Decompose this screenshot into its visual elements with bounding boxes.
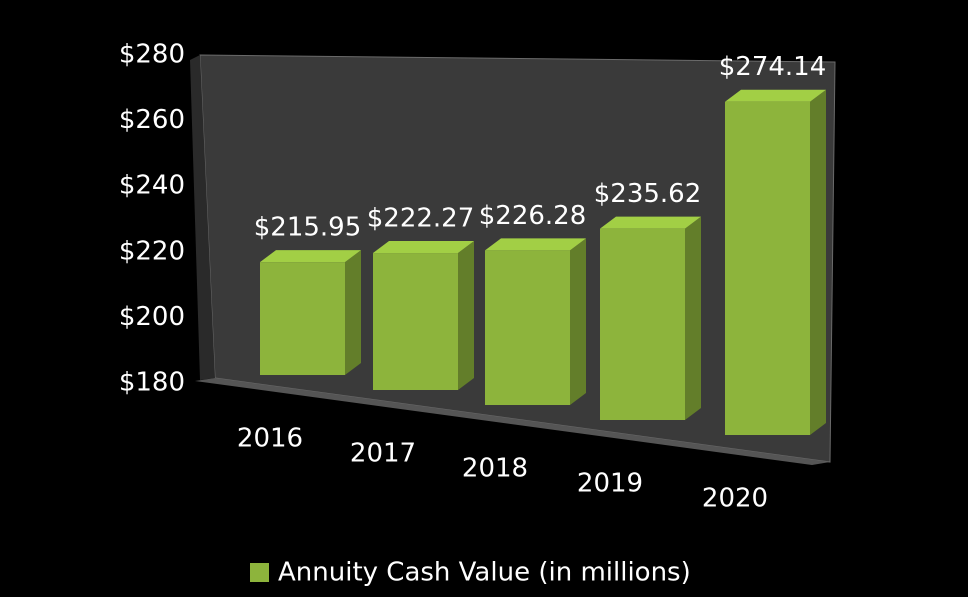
value-label: $226.28 xyxy=(479,201,587,231)
bar xyxy=(600,216,701,420)
bar-top xyxy=(373,241,474,254)
bar xyxy=(485,238,586,405)
y-tick-label: $200 xyxy=(119,302,185,332)
y-tick-label: $220 xyxy=(119,236,185,266)
y-tick-label: $280 xyxy=(119,40,185,70)
bar-side xyxy=(458,241,474,390)
bar-side xyxy=(810,89,826,436)
legend-label: Annuity Cash Value (in millions) xyxy=(278,558,691,588)
bar-top xyxy=(600,216,701,229)
value-label: $222.27 xyxy=(367,204,475,234)
y-tick-label: $180 xyxy=(119,368,185,398)
bar-side xyxy=(345,250,361,375)
bar-top xyxy=(260,250,361,263)
bar xyxy=(260,250,361,375)
bar-front xyxy=(373,253,458,390)
bar-front xyxy=(725,101,810,436)
value-label: $274.14 xyxy=(719,52,827,82)
x-tick-label: 2020 xyxy=(702,484,768,514)
x-tick-label: 2017 xyxy=(350,439,416,469)
x-tick-label: 2016 xyxy=(237,424,303,454)
floor xyxy=(195,378,830,465)
bar-top xyxy=(485,238,586,251)
y-tick-label: $260 xyxy=(119,105,185,135)
value-label: $235.62 xyxy=(594,179,702,209)
side-wall xyxy=(190,55,215,380)
x-tick-label: 2019 xyxy=(577,469,643,499)
legend-swatch xyxy=(250,563,269,582)
y-tick-label: $240 xyxy=(119,171,185,201)
bar-top xyxy=(725,89,826,102)
bar-front xyxy=(485,250,570,405)
bar xyxy=(373,241,474,390)
bar-front xyxy=(600,228,685,420)
bar-front xyxy=(260,262,345,375)
bar-side xyxy=(570,238,586,405)
value-label: $215.95 xyxy=(254,213,362,243)
bar xyxy=(725,89,826,436)
x-tick-label: 2018 xyxy=(462,454,528,484)
bar-side xyxy=(685,216,701,420)
